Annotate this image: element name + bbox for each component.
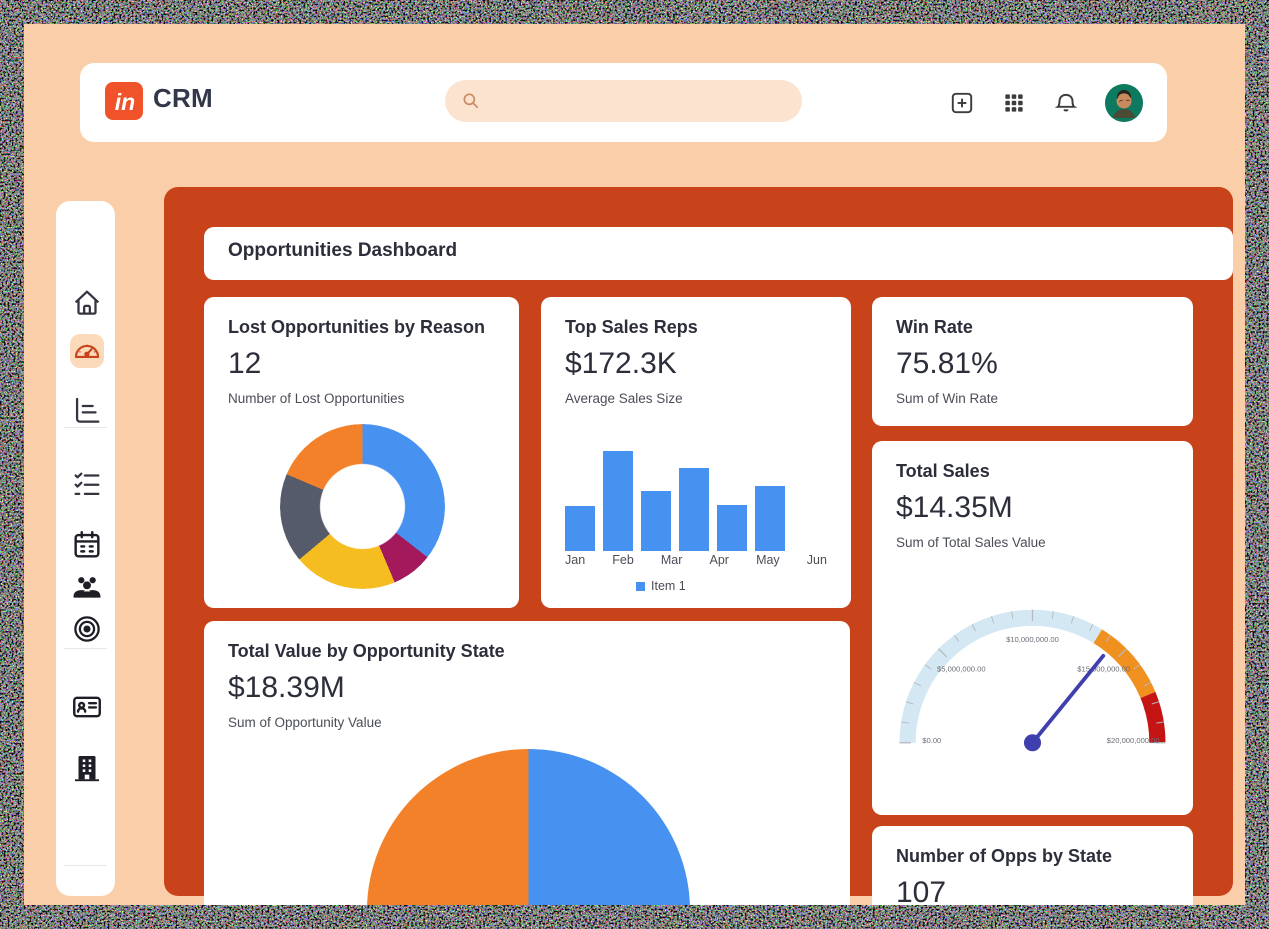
svg-text:$15,000,000.00: $15,000,000.00 [1077,665,1130,674]
svg-text:$5,000,000.00: $5,000,000.00 [937,665,986,674]
svg-text:in: in [115,89,135,115]
svg-text:$20,000,000.00: $20,000,000.00 [1107,736,1160,745]
svg-text:$10,000,000.00: $10,000,000.00 [1006,635,1059,644]
svg-text:$0.00: $0.00 [922,736,941,745]
